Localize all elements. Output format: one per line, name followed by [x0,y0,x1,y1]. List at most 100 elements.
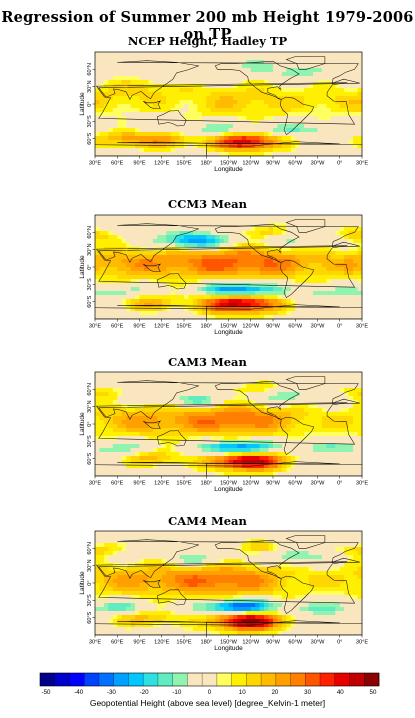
field-cell [335,271,341,276]
field-cell [241,408,247,413]
field-cell [188,376,194,381]
field-cell [121,412,127,417]
field-cell [152,144,158,149]
field-cell [308,315,314,320]
field-cell [108,56,114,61]
field-cell [299,531,305,536]
field-cell [135,68,140,73]
field-cell [201,468,207,473]
field-cell [135,424,140,429]
field-cell [357,215,363,220]
field-cell [99,444,105,449]
field-cell [188,227,194,232]
field-cell [121,440,127,445]
field-cell [197,376,203,381]
field-cell [117,376,122,381]
field-cell [188,295,194,300]
field-cell [126,108,131,113]
field-cell [326,215,332,220]
field-cell [335,108,341,113]
field-cell [264,152,269,157]
field-cell [210,303,216,308]
field-cell [148,295,154,300]
field-cell [219,116,225,121]
field-cell [161,531,167,536]
field-cell [135,267,140,272]
field-cell [188,436,194,441]
field-cell [228,412,234,417]
field-cell [330,468,336,473]
field-cell [255,388,260,393]
field-cell [344,472,349,477]
field-cell [241,267,247,272]
field-cell [330,231,336,236]
field-cell [232,400,238,405]
field-cell [192,152,198,157]
field-cell [166,108,171,113]
field-cell [117,52,122,57]
field-cell [184,251,189,256]
field-cell [157,72,163,77]
field-cell [139,392,145,397]
field-cell [335,408,341,413]
field-cell [161,255,167,260]
field-cell [152,420,158,425]
field-cell [250,239,256,244]
field-cell [95,424,100,429]
field-cell [246,531,252,536]
field-cell [201,432,207,437]
field-cell [281,380,287,385]
field-cell [112,436,118,441]
field-cell [157,388,163,393]
field-cell [246,460,252,465]
field-cell [184,223,189,228]
field-cell [112,448,118,453]
field-cell [224,255,229,260]
field-cell [184,295,189,300]
field-cell [321,283,327,288]
field-cell [210,144,216,149]
field-cell [139,396,145,401]
field-cell [335,444,341,449]
field-cell [135,279,140,284]
field-cell [304,120,309,125]
field-cell [321,396,327,401]
field-cell [143,239,149,244]
field-cell [95,376,100,381]
field-cell [255,531,260,536]
field-cell [175,148,180,153]
field-cell [281,303,287,308]
field-cell [112,539,118,544]
field-cell [95,291,100,296]
field-cell [237,76,243,81]
field-cell [117,259,122,264]
field-cell [117,283,122,288]
field-cell [277,64,283,69]
field-cell [321,148,327,153]
field-cell [99,88,105,93]
field-cell [130,428,136,433]
field-cell [201,440,207,445]
field-cell [357,231,363,236]
lon-tick-label: 30°W [311,161,325,167]
field-cell [259,271,265,276]
lon-tick-label: 60°W [288,481,302,487]
field-cell [335,428,341,433]
field-cell [228,60,234,65]
field-cell [317,404,323,409]
field-cell [264,84,269,89]
field-cell [348,539,354,544]
field-cell [103,456,109,461]
field-cell [321,384,327,389]
field-cell [281,52,287,57]
field-cell [99,380,105,385]
field-cell [152,132,158,137]
field-cell [268,80,274,85]
field-cell [313,456,318,461]
field-cell [224,295,229,300]
field-cell [290,464,296,469]
field-cell [166,404,171,409]
field-cell [353,239,358,244]
field-cell [95,275,100,280]
field-cell [353,72,358,77]
